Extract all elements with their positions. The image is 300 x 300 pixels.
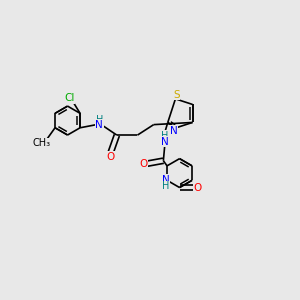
Text: CH₃: CH₃ xyxy=(33,138,51,148)
Text: N: N xyxy=(95,120,103,130)
Text: N: N xyxy=(161,136,169,147)
Text: O: O xyxy=(193,182,201,193)
Text: N: N xyxy=(162,175,170,185)
Text: Cl: Cl xyxy=(64,93,75,103)
Text: O: O xyxy=(106,152,115,162)
Text: H: H xyxy=(162,181,169,191)
Text: H: H xyxy=(95,115,103,124)
Text: H: H xyxy=(161,131,169,141)
Text: N: N xyxy=(170,126,178,136)
Text: S: S xyxy=(173,90,180,100)
Text: O: O xyxy=(139,159,148,169)
